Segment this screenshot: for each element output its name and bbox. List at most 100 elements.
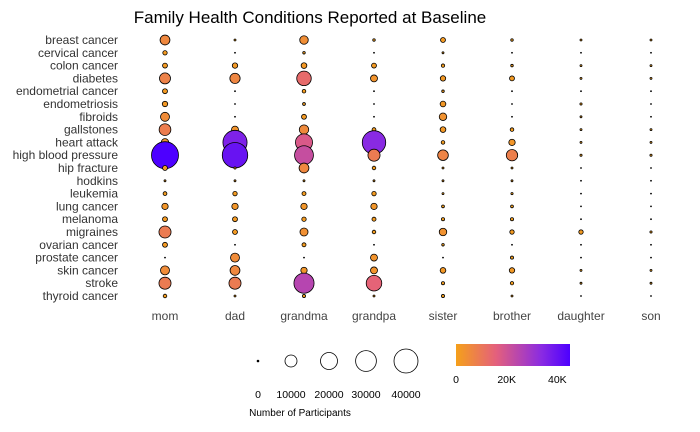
bubble-mom-19 [158, 276, 172, 290]
bubble-daughter-7 [579, 128, 583, 132]
condition-label-skin-cancer: skin cancer [57, 263, 118, 277]
bubble-dad-15 [232, 229, 238, 235]
member-label-brother: brother [493, 309, 531, 323]
size-legend-label-0: 0 [255, 389, 261, 401]
bubble-dad-19 [228, 276, 242, 290]
bubble-brother-5 [511, 103, 513, 105]
bubble-brother-15 [509, 229, 515, 235]
bubble-dad-16 [234, 243, 236, 246]
bubble-son-14 [650, 218, 652, 221]
bubble-son-6 [650, 115, 652, 118]
member-label-grandpa: grandpa [352, 309, 396, 323]
condition-label-stroke: stroke [85, 276, 118, 290]
condition-label-melanoma: melanoma [62, 212, 118, 226]
bubble-daughter-3 [579, 77, 583, 80]
bubble-son-20 [650, 295, 652, 297]
bubble-grandpa-14 [371, 216, 377, 222]
bubble-daughter-1 [580, 51, 582, 54]
bubble-grandpa-11 [372, 179, 376, 183]
size-legend-label-4: 40000 [391, 389, 420, 401]
bubble-grandma-11 [302, 179, 306, 183]
bubble-grandma-17 [303, 256, 305, 259]
bubble-sister-5 [439, 100, 447, 108]
bubble-grandpa-1 [373, 51, 375, 54]
bubble-grandpa-5 [373, 103, 375, 105]
bubble-son-18 [649, 268, 653, 272]
bubble-grandma-20 [302, 294, 306, 298]
bubble-daughter-6 [579, 115, 583, 119]
color-legend-label-2: 40K [548, 374, 567, 386]
color-legend-label-0: 0 [453, 374, 459, 386]
bubble-son-4 [650, 90, 652, 93]
bubble-grandma-18 [300, 266, 308, 274]
condition-label-migraines: migraines [66, 225, 118, 239]
bubble-son-15 [649, 230, 653, 234]
condition-label-fibroids: fibroids [79, 110, 118, 124]
bubble-grandpa-17 [370, 253, 378, 262]
bubble-daughter-2 [579, 64, 583, 67]
bubble-grandma-10 [298, 162, 310, 174]
bubble-son-5 [650, 103, 652, 105]
bubble-mom-17 [164, 256, 166, 259]
bubble-sister-19 [441, 281, 445, 286]
member-labels: mom dad grandma grandpa sister brother daughte… [152, 309, 661, 323]
bubble-brother-1 [511, 51, 513, 54]
bubble-dad-11 [233, 179, 237, 183]
bubble-dad-3 [229, 72, 241, 84]
bubble-brother-0 [510, 38, 514, 42]
bubble-dad-20 [233, 294, 237, 298]
bubble-mom-5 [161, 100, 169, 108]
bubble-grandma-3 [296, 70, 312, 87]
bubble-grandma-14 [301, 216, 307, 222]
member-label-dad: dad [225, 309, 245, 323]
bubble-grandma-15 [299, 227, 309, 237]
bubble-daughter-12 [580, 192, 582, 195]
bubble-daughter-8 [579, 140, 583, 144]
condition-label-gallstones: gallstones [64, 123, 118, 137]
bubble-brother-13 [510, 204, 514, 209]
bubble-son-9 [649, 153, 653, 157]
bubble-mom-1 [162, 50, 168, 56]
bubble-mom-11 [163, 179, 167, 183]
size-legend-label-1: 10000 [276, 389, 305, 401]
bubble-mom-18 [160, 265, 170, 276]
color-legend-bar [456, 344, 570, 366]
bubble-grandma-13 [300, 202, 308, 210]
size-legend-title: Number of Participants [249, 408, 351, 419]
bubble-grandpa-13 [370, 202, 378, 210]
bubble-grandma-9 [294, 145, 314, 166]
bubble-dad-2 [231, 62, 239, 69]
condition-label-heart-attack: heart attack [55, 135, 119, 149]
bubble-son-8 [649, 140, 653, 144]
bubble-mom-9 [151, 141, 179, 170]
bubble-grandpa-3 [370, 74, 378, 83]
bubble-sister-7 [439, 126, 447, 133]
size-legend-label-3: 30000 [351, 389, 380, 401]
bubble-son-16 [650, 243, 652, 246]
condition-label-hodkins: hodkins [77, 174, 118, 188]
bubble-sister-9 [437, 149, 449, 161]
member-label-sister: sister [429, 309, 458, 323]
bubble-grandpa-10 [371, 165, 377, 171]
bubble-mom-10 [162, 165, 168, 171]
bubble-brother-4 [511, 90, 513, 93]
bubble-son-11 [650, 179, 652, 182]
bubble-brother-3 [509, 75, 515, 82]
condition-label-leukemia: leukemia [70, 187, 118, 201]
bubble-dad-0 [233, 38, 237, 42]
condition-label-breast-cancer: breast cancer [45, 33, 118, 47]
bubble-grandpa-4 [373, 90, 375, 93]
bubble-brother-10 [510, 166, 514, 170]
bubble-dad-14 [232, 216, 238, 223]
bubble-daughter-9 [579, 153, 583, 157]
bubble-mom-16 [162, 241, 168, 248]
size-legend-label-2: 20000 [314, 389, 343, 401]
bubble-grandma-0 [299, 35, 309, 45]
bubble-dad-5 [234, 103, 236, 105]
bubble-brother-19 [509, 281, 515, 286]
condition-label-endometrial-cancer: endometrial cancer [16, 84, 118, 98]
bubble-mom-6 [160, 111, 170, 122]
bubble-sister-13 [441, 204, 445, 209]
condition-label-high-blood-pressure: high blood pressure [13, 148, 119, 162]
